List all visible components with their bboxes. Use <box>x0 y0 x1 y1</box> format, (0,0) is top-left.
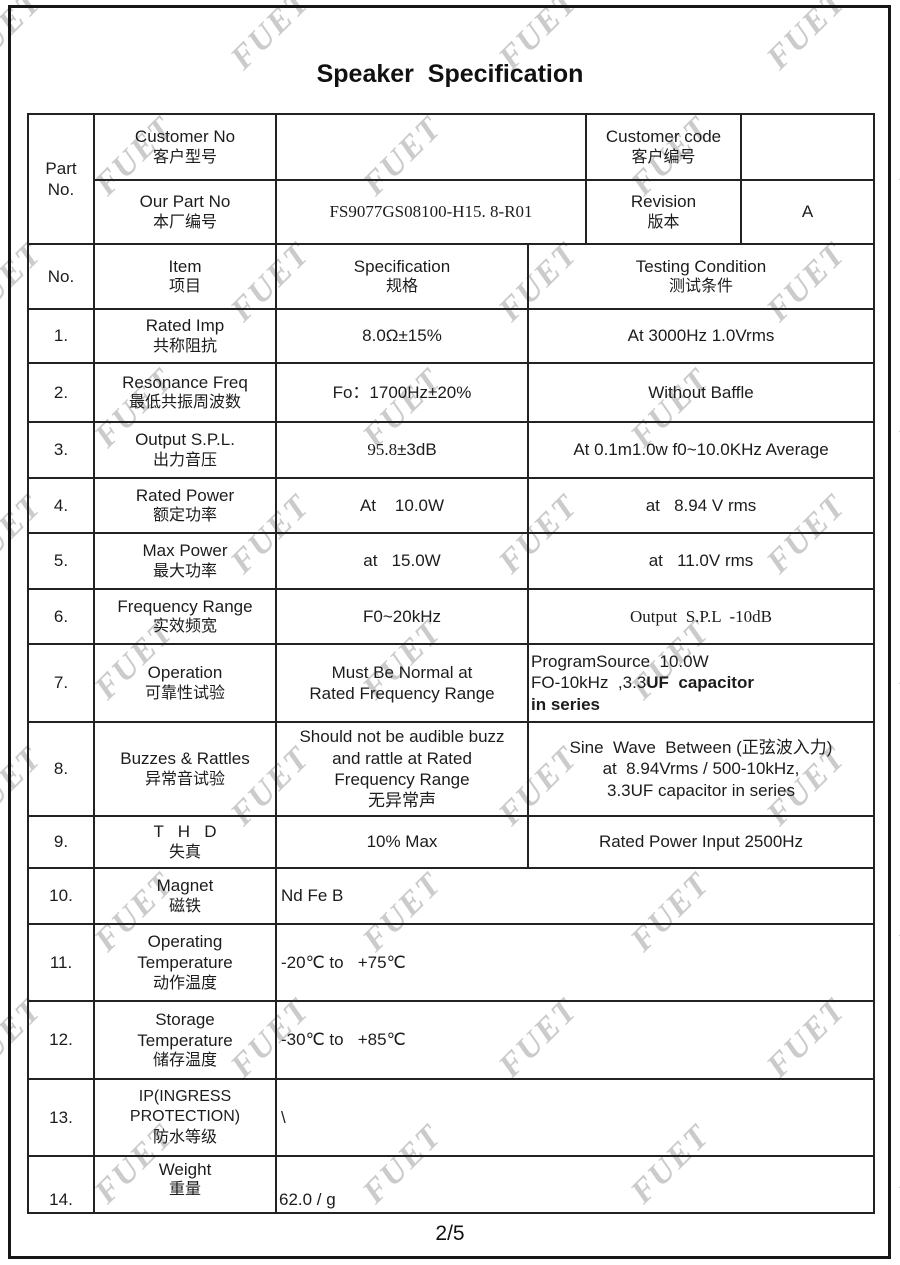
col-header-item: Item 项目 <box>93 243 277 310</box>
row-3-spec: 95.8±3dB <box>275 421 529 479</box>
table-row: 11. Operating Temperature 动作温度 -20℃ to +7… <box>27 923 875 1002</box>
row-1-no: 1. <box>27 308 95 364</box>
watermark-text: FUET <box>891 613 900 707</box>
row-13-no: 13. <box>27 1078 95 1157</box>
table-row: 12. Storage Temperature 储存温度 -30℃ to +85℃ <box>27 1000 875 1080</box>
spec-tables: Part No. Customer No 客户型号 Customer code 客户编… <box>27 113 875 1214</box>
table-header-row: No. Item 项目 Specification 规格 Testing Condi… <box>27 243 875 310</box>
customer-no-label: Customer No 客户型号 <box>93 113 277 181</box>
customer-code-value <box>740 113 875 181</box>
page-border <box>8 5 891 1259</box>
row-8-test: Sine Wave Between (正弦波入力) at 8.94Vrms / … <box>527 721 875 817</box>
part-number-table: Part No. Customer No 客户型号 Customer code 客户编… <box>27 113 875 245</box>
specification-table: No. Item 项目 Specification 规格 Testing Condi… <box>27 243 875 1214</box>
row-5-item: Max Power 最大功率 <box>93 532 277 590</box>
row-12-value: -30℃ to +85℃ <box>275 1000 875 1080</box>
row-14-item: Weight 重量 <box>93 1155 277 1214</box>
row-4-no: 4. <box>27 477 95 534</box>
row-4-item: Rated Power 额定功率 <box>93 477 277 534</box>
table-row: 4. Rated Power 额定功率 At 10.0W at 8.94 V rm… <box>27 477 875 534</box>
part-no-label-line2: No. <box>47 180 75 199</box>
row-5-spec: at 15.0W <box>275 532 529 590</box>
col-header-no: No. <box>27 243 95 310</box>
our-part-no-value: FS9077GS08100-H15. 8-R01 <box>275 179 587 245</box>
row-6-item: Frequency Range 实效频宽 <box>93 588 277 645</box>
row-10-item: Magnet 磁铁 <box>93 867 277 925</box>
row-7-spec: Must Be Normal at Rated Frequency Range <box>275 643 529 723</box>
watermark-text: FUET <box>891 109 900 203</box>
row-9-spec: 10% Max <box>275 815 529 869</box>
table-row: 3. Output S.P.L. 出力音压 95.8±3dB At 0.1m1.0… <box>27 421 875 479</box>
row-12-item: Storage Temperature 储存温度 <box>93 1000 277 1080</box>
col-header-spec: Specification 规格 <box>275 243 529 310</box>
watermark-text: FUET <box>891 361 900 455</box>
table-row: 2. Resonance Freq 最低共振周波数 Fo：1700Hz±20% W… <box>27 362 875 423</box>
row-4-test: at 8.94 V rms <box>527 477 875 534</box>
row-2-test: Without Baffle <box>527 362 875 423</box>
row-3-no: 3. <box>27 421 95 479</box>
row-14-value: 62.0 / g <box>275 1155 875 1214</box>
row-1-spec: 8.0Ω±15% <box>275 308 529 364</box>
table-row: 9. T H D 失真 10% Max Rated Power Input 250… <box>27 815 875 869</box>
customer-code-label: Customer code 客户编号 <box>585 113 742 181</box>
row-6-no: 6. <box>27 588 95 645</box>
row-6-test: Output S.P.L -10dB <box>527 588 875 645</box>
row-8-no: 8. <box>27 721 95 817</box>
row-3-item: Output S.P.L. 出力音压 <box>93 421 277 479</box>
table-row: 6. Frequency Range 实效频宽 F0~20kHz Output S… <box>27 588 875 645</box>
table-row: 14. Weight 重量 62.0 / g <box>27 1155 875 1214</box>
row-12-no: 12. <box>27 1000 95 1080</box>
row-10-value: Nd Fe B <box>275 867 875 925</box>
row-9-no: 9. <box>27 815 95 869</box>
row-6-spec: F0~20kHz <box>275 588 529 645</box>
row-5-test: at 11.0V rms <box>527 532 875 590</box>
row-5-no: 5. <box>27 532 95 590</box>
table-row: 7. Operation 可靠性试验 Must Be Normal at Rate… <box>27 643 875 723</box>
row-8-spec: Should not be audible buzz and rattle at… <box>275 721 529 817</box>
row-13-value: \ <box>275 1078 875 1157</box>
row-8-item: Buzzes & Rattles 异常音试验 <box>93 721 277 817</box>
row-2-item: Resonance Freq 最低共振周波数 <box>93 362 277 423</box>
table-row: 1. Rated Imp 共称阻抗 8.0Ω±15% At 3000Hz 1.0V… <box>27 308 875 364</box>
row-9-test: Rated Power Input 2500Hz <box>527 815 875 869</box>
revision-value: A <box>740 179 875 245</box>
row-1-test: At 3000Hz 1.0Vrms <box>527 308 875 364</box>
row-10-no: 10. <box>27 867 95 925</box>
row-13-item: IP(INGRESS PROTECTION) 防水等级 <box>93 1078 277 1157</box>
table-row: 5. Max Power 最大功率 at 15.0W at 11.0V rms <box>27 532 875 590</box>
page-title: Speaker Specification <box>316 60 584 88</box>
row-11-value: -20℃ to +75℃ <box>275 923 875 1002</box>
row-1-item: Rated Imp 共称阻抗 <box>93 308 277 364</box>
row-2-spec: Fo：1700Hz±20% <box>275 362 529 423</box>
row-11-no: 11. <box>27 923 95 1002</box>
row-4-spec: At 10.0W <box>275 477 529 534</box>
table-row: 10. Magnet 磁铁 Nd Fe B <box>27 867 875 925</box>
row-2-no: 2. <box>27 362 95 423</box>
col-header-test: Testing Condition 测试条件 <box>527 243 875 310</box>
row-9-item: T H D 失真 <box>93 815 277 869</box>
part-no-label-line1: Part <box>45 158 77 178</box>
customer-no-value <box>275 113 587 181</box>
part-no-header-cell: Part No. <box>27 113 95 245</box>
our-part-no-label: Our Part No 本厂编号 <box>93 179 277 245</box>
table-row: 8. Buzzes & Rattles 异常音试验 Should not be a… <box>27 721 875 817</box>
row-3-test: At 0.1m1.0w f0~10.0KHz Average <box>527 421 875 479</box>
row-11-item: Operating Temperature 动作温度 <box>93 923 277 1002</box>
table-row: 13. IP(INGRESS PROTECTION) 防水等级 \ <box>27 1078 875 1157</box>
row-7-item: Operation 可靠性试验 <box>93 643 277 723</box>
row-7-test: ProgramSource 10.0W FO-10kHz ,3.3UF capac… <box>527 643 875 723</box>
page-number: 2/5 <box>435 1222 465 1245</box>
revision-label: Revision 版本 <box>585 179 742 245</box>
watermark-text: FUET <box>891 1117 900 1211</box>
row-14-no: 14. <box>27 1155 95 1214</box>
watermark-text: FUET <box>891 865 900 959</box>
row-7-no: 7. <box>27 643 95 723</box>
